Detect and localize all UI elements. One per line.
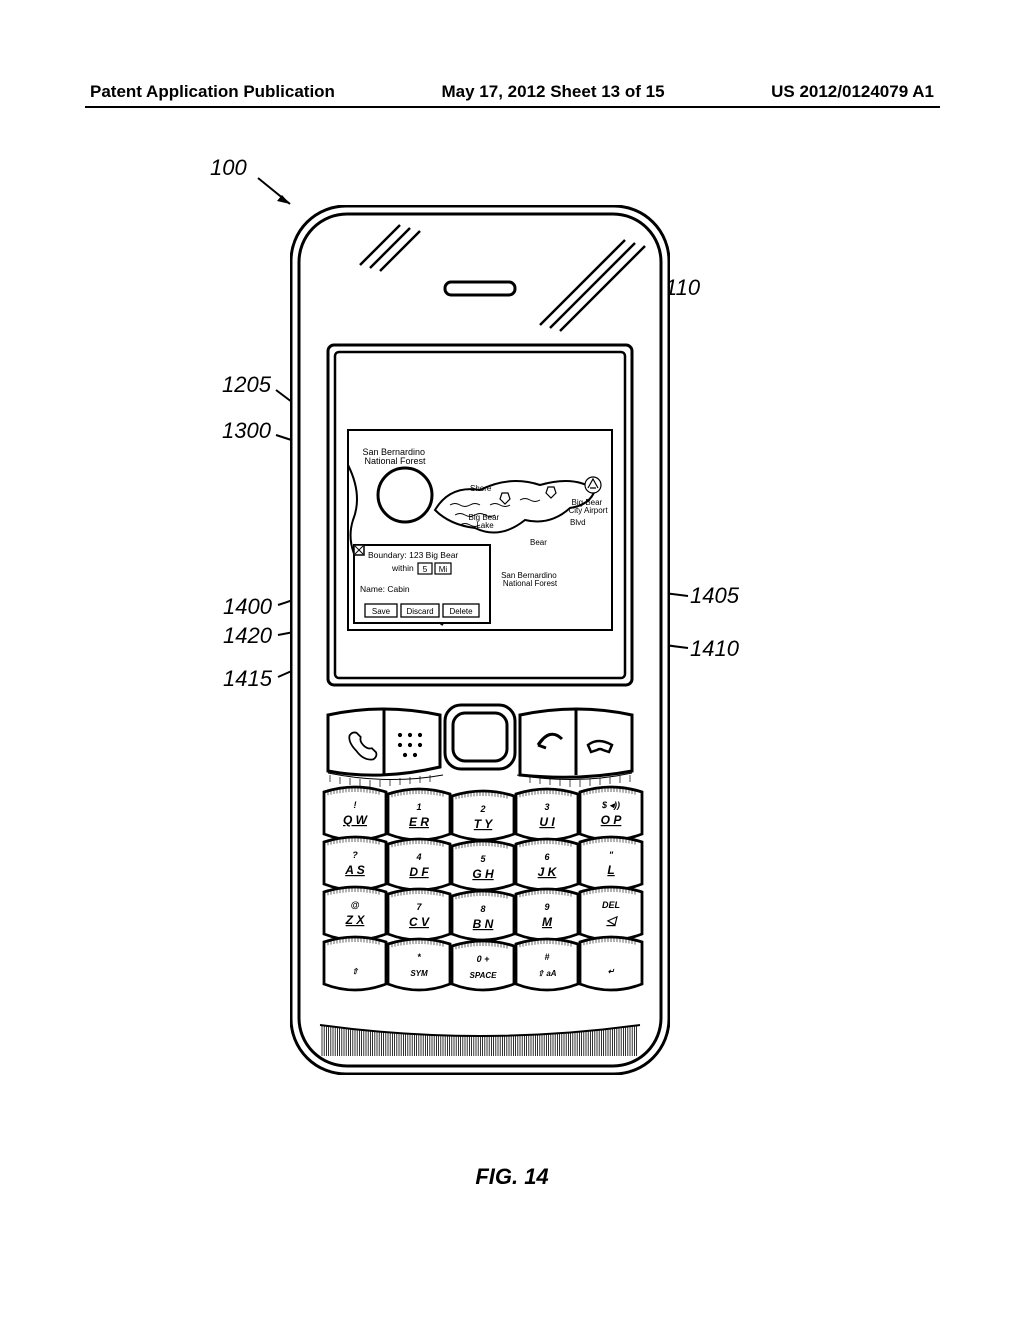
svg-text:O P: O P: [601, 813, 623, 827]
key[interactable]: [452, 841, 514, 890]
svg-text:SYM: SYM: [410, 969, 428, 978]
svg-text:J K: J K: [538, 865, 558, 879]
ref-1205: 1205: [222, 372, 271, 398]
svg-text:↵: ↵: [608, 967, 615, 976]
svg-text:Blvd: Blvd: [570, 518, 586, 527]
svg-text:Q W: Q W: [343, 813, 369, 827]
figure-label: FIG. 14: [0, 1164, 1024, 1190]
header-right: US 2012/0124079 A1: [771, 82, 934, 102]
ref-1410: 1410: [690, 636, 739, 662]
key[interactable]: [580, 937, 642, 990]
svg-text:Save: Save: [372, 607, 391, 616]
map-label-shore: Shore: [470, 484, 492, 493]
svg-text:C V: C V: [409, 915, 430, 929]
svg-text:8: 8: [480, 904, 485, 914]
svg-text:M: M: [542, 915, 553, 929]
header-left: Patent Application Publication: [90, 82, 335, 102]
svg-text:Delete: Delete: [449, 607, 473, 616]
key[interactable]: [388, 939, 450, 990]
svg-text:SPACE: SPACE: [470, 971, 498, 980]
svg-text:$ ◂)): $ ◂)): [601, 800, 620, 810]
svg-text:B N: B N: [473, 917, 494, 931]
key[interactable]: [516, 939, 578, 990]
svg-text:Discard: Discard: [406, 607, 433, 616]
keyboard: !Q W1E R2T Y3U I$ ◂))O P?A S4D F5G H6J K…: [324, 786, 642, 990]
key[interactable]: [324, 937, 386, 990]
svg-text:#: #: [544, 952, 549, 962]
ref-1300: 1300: [222, 418, 271, 444]
svg-text:*: *: [417, 952, 421, 962]
svg-text:⇧ aA: ⇧ aA: [537, 969, 556, 978]
header-mid: May 17, 2012 Sheet 13 of 15: [442, 82, 665, 102]
svg-text:D F: D F: [409, 865, 429, 879]
mobile-device: San Bernardino National Forest Shore Big…: [290, 205, 670, 1075]
svg-text:Mi: Mi: [439, 565, 448, 574]
key[interactable]: [452, 791, 514, 840]
svg-text:Z X: Z X: [345, 913, 366, 927]
svg-text:Big Bear City Airport: Big Bear City Airport: [568, 498, 608, 515]
svg-text:?: ?: [352, 850, 358, 860]
key[interactable]: [452, 891, 514, 940]
svg-text:9: 9: [544, 902, 549, 912]
svg-text:1: 1: [416, 802, 421, 812]
ref-110: 110: [665, 275, 700, 301]
boundary-dialog: Boundary: 123 Big Bear within 5 Mi Name:…: [354, 545, 490, 623]
svg-text:E R: E R: [409, 815, 429, 829]
header-divider: [85, 106, 940, 108]
svg-text:Bear: Bear: [530, 538, 547, 547]
map-label-forest-top: San Bernardino National Forest: [362, 447, 427, 466]
key[interactable]: [452, 941, 514, 990]
svg-text:4: 4: [415, 852, 421, 862]
svg-text:L: L: [607, 863, 614, 877]
ref-1405: 1405: [690, 583, 739, 609]
svg-text:!: !: [354, 800, 357, 810]
svg-text:@: @: [351, 900, 360, 910]
svg-text:0 +: 0 +: [477, 954, 491, 964]
svg-text:3: 3: [544, 802, 549, 812]
ref-100: 100: [210, 155, 247, 181]
svg-text:G H: G H: [472, 867, 494, 881]
page-header: Patent Application Publication May 17, 2…: [0, 82, 1024, 102]
ref-1415: 1415: [223, 666, 272, 692]
dialog-boundary-label: Boundary: 123 Big Bear: [368, 550, 458, 560]
svg-text:2: 2: [479, 804, 485, 814]
svg-text:T Y: T Y: [474, 817, 493, 831]
svg-text:": ": [609, 850, 614, 860]
dialog-name-label: Name: Cabin: [360, 584, 410, 594]
boundary-circle: [378, 468, 432, 522]
ref-1400: 1400: [223, 594, 272, 620]
dialog-within-label: within: [391, 563, 414, 573]
svg-text:San Bernardino National: San Bernardino National Forest: [501, 571, 559, 588]
svg-text:DEL: DEL: [602, 900, 620, 910]
svg-text:5: 5: [423, 564, 428, 574]
svg-text:A S: A S: [344, 863, 365, 877]
svg-text:⇧: ⇧: [352, 967, 359, 976]
ref-1420: 1420: [223, 623, 272, 649]
svg-text:U I: U I: [539, 815, 555, 829]
